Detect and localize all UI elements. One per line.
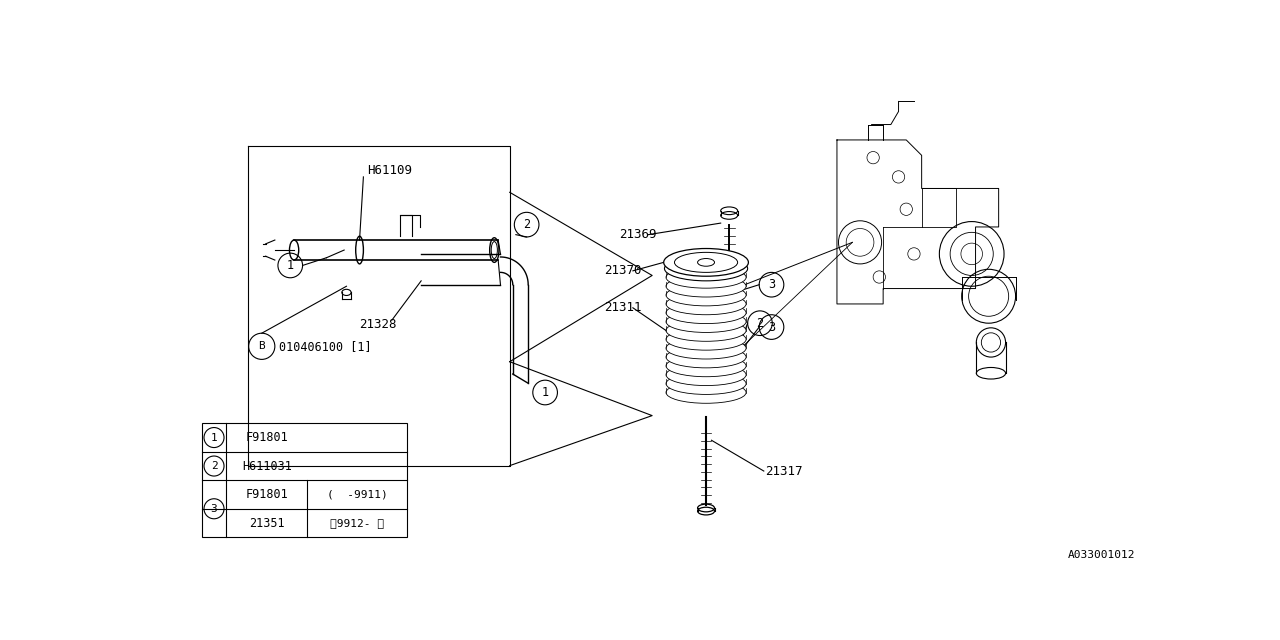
Text: 3: 3 [768, 321, 776, 333]
Text: B: B [259, 341, 265, 351]
Ellipse shape [666, 373, 746, 394]
Ellipse shape [666, 346, 746, 368]
Text: 21317: 21317 [765, 465, 803, 477]
Ellipse shape [356, 236, 364, 264]
Text: 2: 2 [524, 218, 530, 231]
Ellipse shape [666, 364, 746, 385]
Ellipse shape [666, 275, 746, 297]
Text: 010406100 [1]: 010406100 [1] [279, 340, 371, 353]
Text: 21328: 21328 [360, 318, 397, 332]
Text: (  -9911): ( -9911) [326, 490, 388, 500]
Circle shape [722, 352, 737, 367]
Text: A033001012: A033001012 [1068, 550, 1135, 561]
Ellipse shape [721, 207, 737, 214]
Text: H61109: H61109 [367, 164, 412, 177]
Text: 1: 1 [287, 259, 294, 272]
Ellipse shape [490, 237, 499, 262]
Text: 3: 3 [211, 504, 218, 514]
Text: 1: 1 [541, 386, 549, 399]
Ellipse shape [666, 267, 746, 288]
Text: （9912- ）: （9912- ） [330, 518, 384, 528]
Ellipse shape [666, 328, 746, 350]
Text: 3: 3 [768, 278, 776, 291]
Circle shape [722, 283, 737, 298]
Text: F91801: F91801 [246, 488, 288, 501]
Ellipse shape [664, 256, 748, 281]
Ellipse shape [664, 248, 749, 276]
Text: F91801: F91801 [246, 431, 288, 444]
Ellipse shape [666, 311, 746, 332]
Text: 2: 2 [211, 461, 218, 471]
Text: 21311: 21311 [604, 301, 641, 314]
Text: 1: 1 [211, 433, 218, 442]
Ellipse shape [698, 259, 714, 266]
Text: 21370: 21370 [604, 264, 641, 277]
Text: H611031: H611031 [242, 460, 292, 472]
Ellipse shape [666, 302, 746, 324]
Ellipse shape [666, 293, 746, 315]
Text: 21351: 21351 [248, 516, 284, 529]
Ellipse shape [666, 284, 746, 306]
Ellipse shape [666, 381, 746, 403]
Ellipse shape [666, 320, 746, 341]
Ellipse shape [666, 355, 746, 377]
Text: 21369: 21369 [620, 228, 657, 241]
Bar [202, 423, 407, 537]
Ellipse shape [666, 337, 746, 359]
Ellipse shape [698, 504, 714, 512]
Text: 2: 2 [756, 317, 763, 330]
